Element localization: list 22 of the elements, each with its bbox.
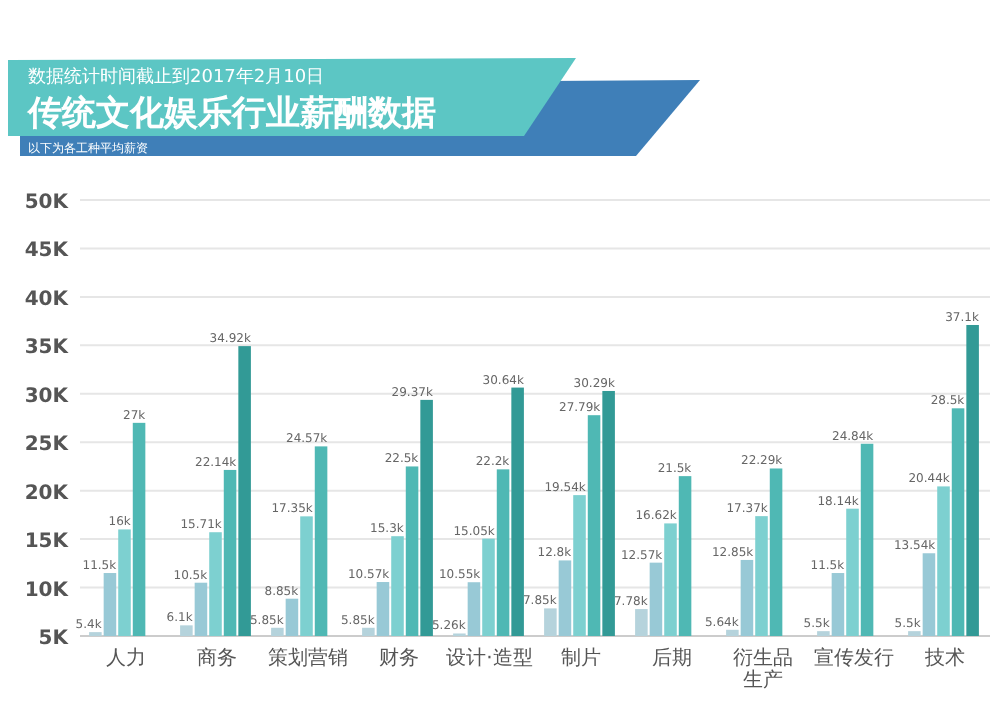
y-tick-label: 35K — [24, 337, 71, 360]
x-tick-label: 后期 — [651, 646, 692, 670]
x-tick-label: 设计·造型 — [446, 646, 533, 670]
y-tick-label: 20K — [24, 482, 71, 505]
x-tick-label: 财务 — [378, 646, 419, 670]
y-tick-label: 30K — [24, 385, 71, 408]
y-tick-label: 15K — [24, 531, 71, 554]
x-tick-label: 宣传发行 — [813, 646, 894, 670]
y-tick-label: 10K — [24, 579, 71, 602]
chart-subtitle: 数据统计时间截止到2017年2月10日 — [28, 66, 325, 88]
y-tick-label: 50K — [24, 192, 71, 214]
x-tick-label: 商务 — [196, 646, 237, 670]
x-tick-label: 技术 — [922, 646, 965, 670]
y-tick-label: 40K — [24, 288, 71, 311]
y-tick-label: 5K — [38, 628, 71, 650]
x-tick-label: 策划营销 — [267, 646, 348, 670]
x-tick-label: 制片 — [560, 646, 601, 670]
x-tick-label: 人力 — [105, 646, 146, 670]
x-tick-label: 衍生品生产 — [732, 646, 793, 692]
chart-title: 传统文化娱乐行业薪酬数据 — [26, 94, 436, 134]
y-tick-label: 25K — [24, 434, 71, 457]
y-tick-label: 45K — [24, 240, 71, 263]
